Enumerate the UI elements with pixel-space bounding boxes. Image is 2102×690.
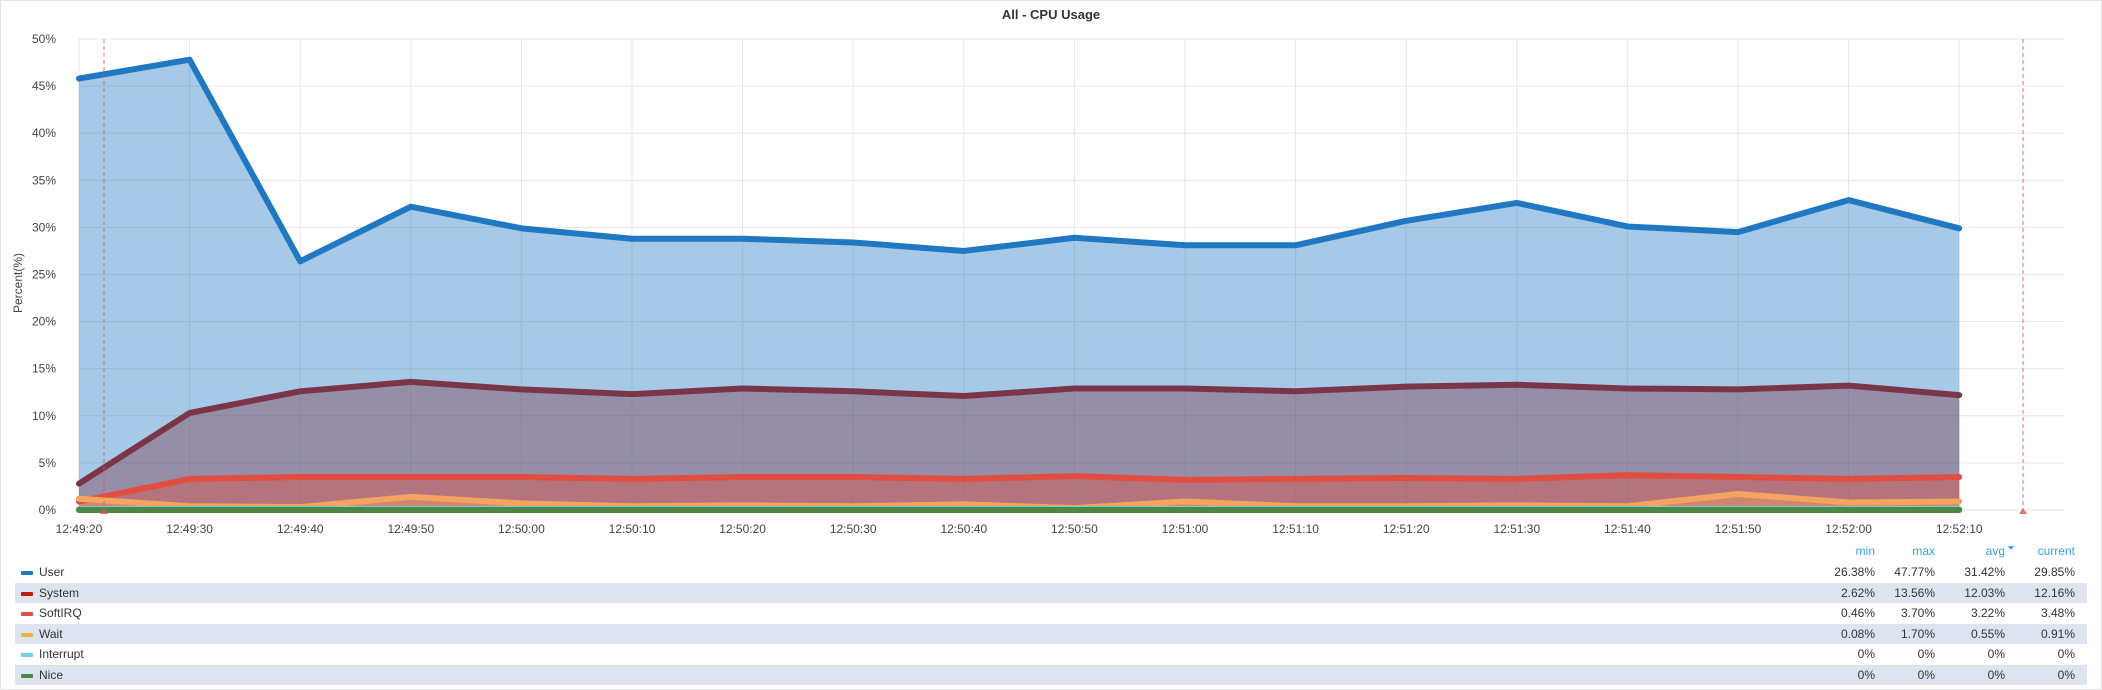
time-marker-arrow-icon[interactable]	[2019, 508, 2027, 514]
legend-table: min max avg current User 26.38% 47.77% 31.4…	[15, 542, 2087, 685]
time-range-markers	[100, 39, 2027, 514]
legend-value-max: 0%	[1917, 667, 1935, 682]
x-tick-label: 12:49:20	[56, 522, 103, 536]
legend-row-wait[interactable]: Wait 0.08% 1.70% 0.55% 0.91%	[15, 623, 2087, 644]
legend-value-current: 0%	[2057, 647, 2075, 661]
series-line-system[interactable]	[76, 378, 1963, 487]
x-tick-label: 12:51:30	[1493, 522, 1540, 536]
y-tick-label: 45%	[32, 79, 56, 93]
y-tick-label: 35%	[32, 173, 56, 187]
legend-header-max[interactable]: max	[1912, 544, 1935, 558]
y-tick-label: 0%	[39, 503, 57, 517]
y-axis-label: Percent(%)	[11, 253, 25, 313]
x-tick-label: 12:51:40	[1604, 522, 1651, 536]
legend-value-max: 1.70%	[1900, 626, 1935, 641]
legend-swatch[interactable]	[21, 612, 33, 616]
legend-row-nice[interactable]: Nice 0% 0% 0% 0%	[15, 664, 2087, 685]
legend-value-avg: 0%	[1987, 667, 2005, 682]
x-tick-label: 12:51:20	[1383, 522, 1430, 536]
legend-swatch[interactable]	[21, 653, 33, 657]
y-tick-label: 30%	[32, 220, 56, 234]
legend-value-avg: 0.55%	[1970, 626, 2005, 641]
legend-header-min[interactable]: min	[1855, 544, 1875, 558]
chart-lines	[76, 56, 1963, 513]
legend-header: min max avg current	[15, 542, 2087, 562]
legend-series-name[interactable]: System	[39, 585, 80, 600]
legend-rows: User 26.38% 47.77% 31.42% 29.85% System 2.62% 1…	[15, 562, 2087, 685]
legend-series-name[interactable]: Wait	[39, 626, 63, 641]
series-line-softirq[interactable]	[76, 472, 1963, 505]
y-tick-label: 20%	[32, 315, 56, 329]
legend-value-current: 0.91%	[2040, 626, 2075, 641]
x-tick-label: 12:51:50	[1715, 522, 1762, 536]
area-user	[79, 59, 1960, 510]
x-tick-label: 12:49:40	[277, 522, 324, 536]
legend-header-avg[interactable]: avg	[1935, 544, 2014, 558]
x-tick-label: 12:50:30	[830, 522, 877, 536]
legend-row-user[interactable]: User 26.38% 47.77% 31.42% 29.85%	[15, 562, 2087, 583]
legend-value-current: 3.48%	[2040, 606, 2075, 620]
y-tick-label: 25%	[32, 268, 56, 282]
y-tick-label: 15%	[32, 362, 56, 376]
x-tick-label: 12:50:10	[609, 522, 656, 536]
x-tick-label: 12:52:00	[1825, 522, 1872, 536]
legend-swatch[interactable]	[21, 571, 33, 575]
legend-series-name[interactable]: SoftIRQ	[39, 606, 82, 620]
y-tick-label: 40%	[32, 126, 56, 140]
legend-row-interrupt[interactable]: Interrupt 0% 0% 0% 0%	[15, 644, 2087, 665]
legend-value-max: 47.77%	[1894, 565, 1935, 579]
legend-value-avg: 31.42%	[1964, 565, 2005, 579]
legend-swatch[interactable]	[21, 673, 33, 678]
legend-value-current: 0%	[2057, 667, 2075, 682]
y-axis-ticks: 0% 5% 10% 15% 20% 25% 30% 35% 40% 45% 50%	[32, 32, 56, 517]
x-tick-label: 12:49:30	[166, 522, 213, 536]
legend-value-min: 0.08%	[1840, 626, 1875, 641]
x-tick-label: 12:50:00	[498, 522, 545, 536]
time-marker-arrow-icon[interactable]	[100, 508, 108, 514]
y-tick-label: 10%	[32, 409, 56, 423]
sort-desc-icon	[2008, 546, 2014, 550]
legend-value-current: 29.85%	[2034, 565, 2075, 579]
x-tick-label: 12:49:50	[387, 522, 434, 536]
x-tick-label: 12:50:40	[940, 522, 987, 536]
legend-series-name[interactable]: Interrupt	[39, 647, 84, 661]
legend-value-min: 0%	[1857, 667, 1875, 682]
legend-value-avg: 0%	[1987, 647, 2005, 661]
legend-value-max: 0%	[1917, 647, 1935, 661]
legend-value-min: 26.38%	[1834, 565, 1875, 579]
legend-series-name[interactable]: User	[39, 565, 65, 579]
x-tick-label: 12:50:20	[719, 522, 766, 536]
legend-value-max: 13.56%	[1894, 585, 1935, 600]
legend-value-current: 12.16%	[2034, 585, 2075, 600]
series-line-user[interactable]	[76, 56, 1963, 265]
x-tick-label: 12:51:00	[1162, 522, 1209, 536]
x-axis-ticks: 12:49:20 12:49:30 12:49:40 12:49:50 12:50:00…	[56, 522, 1983, 536]
legend-value-max: 3.70%	[1900, 606, 1935, 620]
legend-header-current[interactable]: current	[2037, 544, 2075, 558]
legend-value-min: 0.46%	[1840, 606, 1875, 620]
legend-header-avg-label: avg	[1985, 544, 2005, 558]
cpu-usage-chart[interactable]: 0% 5% 10% 15% 20% 25% 30% 35% 40% 45% 50% 12:49:20…	[1, 1, 2101, 541]
chart-grid	[78, 38, 2064, 511]
chart-areas	[79, 59, 1960, 510]
legend-row-softirq[interactable]: SoftIRQ 0.46% 3.70% 3.22% 3.48%	[15, 603, 2087, 624]
y-tick-label: 5%	[39, 456, 57, 470]
legend-series-name[interactable]: Nice	[39, 667, 64, 682]
panel-title[interactable]: All - CPU Usage	[1001, 7, 1101, 22]
legend-value-avg: 3.22%	[1970, 606, 2005, 620]
y-tick-label: 50%	[32, 32, 56, 46]
x-tick-label: 12:50:50	[1051, 522, 1098, 536]
legend-row-system[interactable]: System 2.62% 13.56% 12.03% 12.16%	[15, 582, 2087, 603]
x-tick-label: 12:51:10	[1272, 522, 1319, 536]
legend-value-min: 0%	[1857, 647, 1875, 661]
legend-swatch[interactable]	[21, 591, 33, 596]
legend-swatch[interactable]	[21, 632, 33, 637]
legend-value-avg: 12.03%	[1964, 585, 2005, 600]
legend-value-min: 2.62%	[1840, 585, 1875, 600]
x-tick-label: 12:52:10	[1936, 522, 1983, 536]
